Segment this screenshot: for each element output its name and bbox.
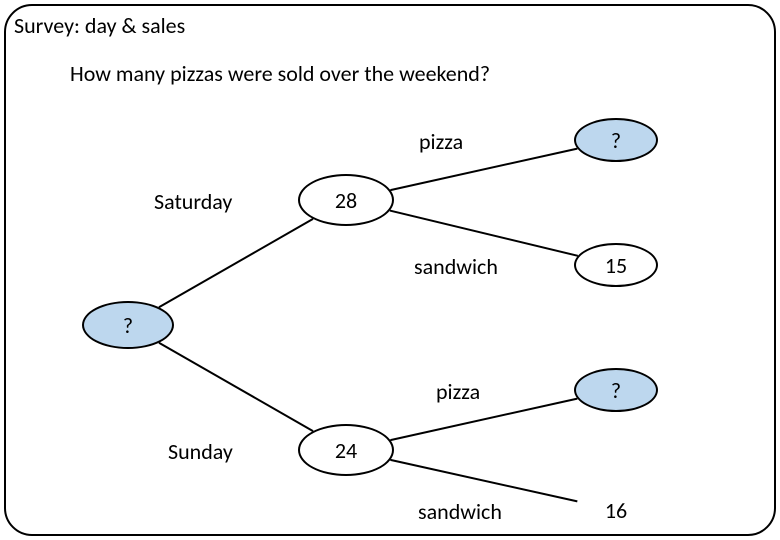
title-text: Survey: day & sales <box>14 12 185 39</box>
node-root: ? <box>82 301 174 349</box>
question-text: How many pizzas were sold over the weeke… <box>70 60 490 87</box>
node-sun-pizza: ? <box>574 368 658 412</box>
node-sat-sandwich: 15 <box>574 243 658 287</box>
label-sandwich-sun: sandwich <box>418 498 502 525</box>
label-sunday: Sunday <box>168 438 233 465</box>
node-saturday-total: 28 <box>298 174 394 226</box>
label-pizza-sun: pizza <box>436 378 480 405</box>
node-sun-sandwich: 16 <box>574 488 658 532</box>
node-sunday-total: 24 <box>298 424 394 476</box>
node-sat-pizza: ? <box>574 118 658 162</box>
label-pizza-sat: pizza <box>419 128 463 155</box>
label-saturday: Saturday <box>154 188 232 215</box>
label-sandwich-sat: sandwich <box>414 253 498 280</box>
